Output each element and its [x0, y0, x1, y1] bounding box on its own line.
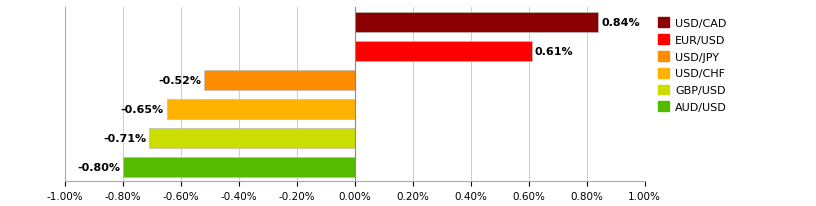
Text: -0.80%: -0.80% [78, 162, 120, 172]
Bar [204, 70, 355, 90]
Bar [355, 13, 598, 33]
Text: -0.65%: -0.65% [121, 104, 164, 114]
Legend: USD/CAD, EUR/USD, USD/JPY, USD/CHF, GBP/USD, AUD/USD: USD/CAD, EUR/USD, USD/JPY, USD/CHF, GBP/… [659, 18, 727, 113]
Text: -0.71%: -0.71% [104, 133, 146, 143]
Bar [355, 41, 532, 62]
Text: 0.84%: 0.84% [601, 18, 640, 28]
Text: Benchmark Currency Rates - Daily Gainers & Losers: Benchmark Currency Rates - Daily Gainers… [205, 9, 611, 23]
Bar [149, 128, 355, 148]
Bar [123, 157, 355, 177]
Text: 0.61%: 0.61% [534, 47, 573, 56]
Bar [166, 99, 355, 119]
Text: -0.52%: -0.52% [158, 75, 202, 85]
